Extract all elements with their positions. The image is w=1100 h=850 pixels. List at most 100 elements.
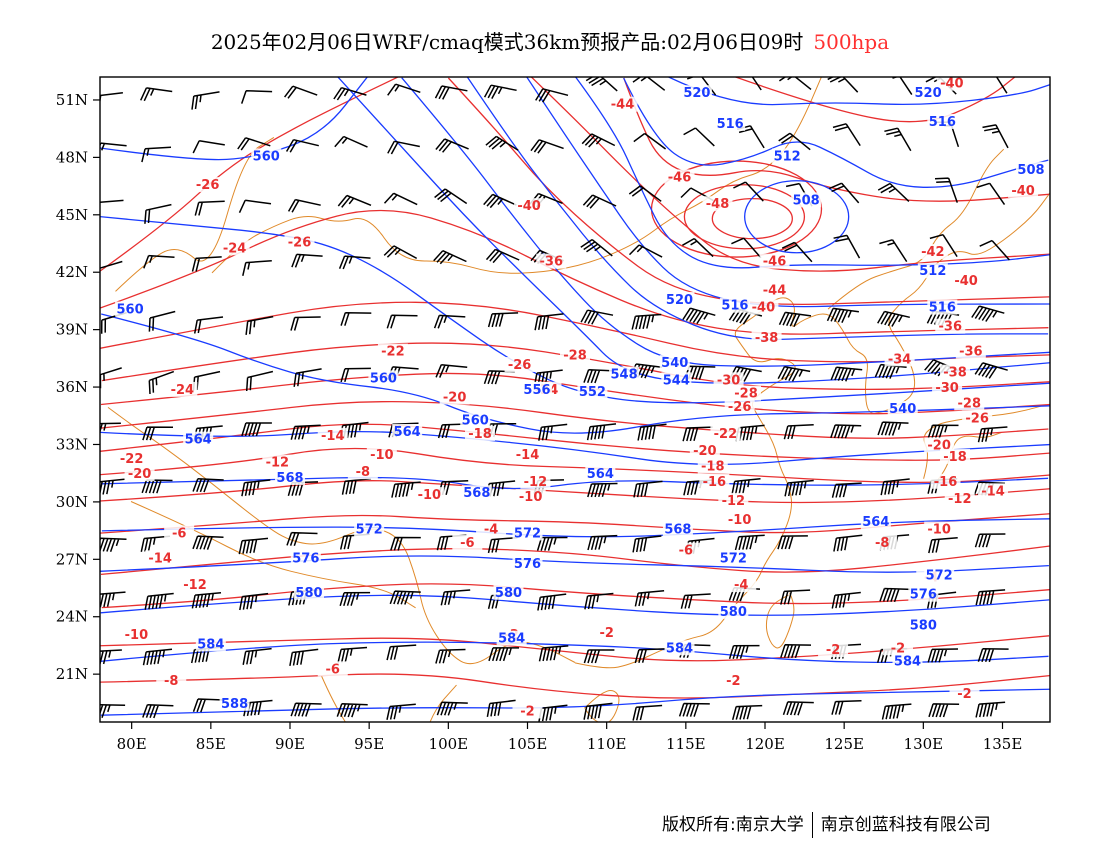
wind-barb (245, 315, 274, 335)
wind-barb-shaft (487, 536, 518, 554)
wind-barb (777, 365, 811, 382)
wind-barb-shaft (731, 237, 762, 259)
wind-barb (100, 537, 127, 552)
wind-barb-shaft (777, 365, 811, 382)
wind-barb-shaft (828, 182, 860, 204)
temperature-isotherm (733, 77, 1016, 123)
contour-label: -28 (563, 348, 587, 363)
contour-label-bg (924, 567, 955, 583)
contour-label: -20 (693, 444, 717, 459)
wind-barb (192, 477, 224, 493)
temperature-isotherm (100, 545, 1050, 576)
contour-label-bg (924, 521, 955, 537)
wind-barb-shaft (928, 703, 960, 718)
coastline (130, 501, 416, 609)
contour-label-bg (116, 450, 147, 466)
contour-label: -10 (418, 488, 442, 503)
wind-barb-shaft (833, 534, 863, 552)
wind-barb-shaft (433, 314, 466, 329)
contour-label: 568 (463, 486, 490, 501)
wind-barb-shaft (194, 200, 225, 216)
wind-barb (582, 194, 617, 209)
wind-barb (440, 589, 471, 606)
wind-barb-shaft (977, 426, 1008, 443)
contour-label: -34 (888, 352, 912, 367)
wind-barb-shaft (538, 423, 568, 441)
wind-barb (682, 426, 713, 442)
wind-barb-shaft (100, 367, 122, 389)
contour-label: -20 (443, 391, 467, 406)
wind-barb (435, 648, 466, 664)
wind-barb-shaft (140, 535, 171, 552)
height-contour (100, 688, 1050, 716)
wind-barb (734, 534, 765, 551)
wind-barb (433, 314, 466, 329)
wind-barb-shaft (337, 646, 368, 663)
wind-barb-shaft (340, 367, 371, 383)
contour-label-bg (512, 556, 543, 572)
contour-label: -18 (701, 459, 725, 474)
temperature-isotherm (447, 77, 1050, 305)
wind-barb (830, 424, 862, 439)
wind-barb (587, 534, 618, 551)
wind-barb (100, 142, 127, 151)
wind-barb-shaft (334, 135, 368, 148)
contour-label-bg (818, 642, 849, 658)
contour-label-bg (908, 586, 939, 602)
wind-barb-shaft (487, 312, 519, 328)
contour-label: 572 (720, 551, 747, 566)
wind-barb-shaft (435, 363, 468, 378)
wind-barb-shaft (927, 648, 959, 663)
wind-barb (435, 363, 468, 378)
contour-label: -2 (520, 704, 534, 719)
wind-barb (877, 182, 910, 202)
contour-label-bg (219, 695, 250, 711)
wind-barb (386, 644, 417, 661)
wind-barb-shaft (238, 537, 269, 555)
contour-label: 584 (197, 637, 224, 652)
wind-barb (334, 135, 368, 148)
contour-label-bg (294, 584, 324, 600)
contour-label: 588 (221, 697, 248, 712)
contour-label: -10 (927, 523, 951, 538)
axes: 80E 85E 90E 95E 100E 105E 110E 115E 120E 125E 130E… (56, 91, 1023, 753)
wind-barb (100, 649, 122, 665)
lon-tick-label: 80E (117, 735, 147, 753)
contour-label-bg (124, 466, 155, 482)
temperature-contours (100, 77, 1050, 699)
contour-label: -2 (826, 643, 840, 658)
height-contour (101, 518, 1050, 538)
contour-label-bg (917, 263, 948, 279)
wind-barb (974, 533, 1006, 548)
wind-barb (831, 699, 862, 715)
temperature-isotherm (100, 513, 1050, 534)
wind-barb-shaft (286, 531, 318, 546)
contour-label-bg (944, 490, 975, 506)
lon-tick-label: 115E (666, 735, 706, 753)
contour-label: -42 (921, 245, 945, 260)
contour-label: -8 (356, 465, 370, 480)
contour-label-bg (251, 148, 282, 164)
contour-label: 572 (514, 526, 541, 541)
height-contour (623, 77, 1049, 188)
wind-barb-shaft (587, 534, 618, 551)
wind-barb-shaft (386, 703, 416, 720)
wind-barb-shaft (148, 310, 176, 332)
contour-label: -12 (948, 492, 972, 507)
contour-label: 564 (587, 467, 614, 482)
wind-barb-shaft (241, 479, 271, 497)
wind-barb (826, 307, 859, 324)
wind-barb (926, 591, 957, 609)
wind-barb-shaft (435, 138, 469, 153)
wind-barb (192, 140, 225, 154)
wind-barb (751, 77, 762, 91)
wind-barb-shaft (637, 423, 667, 441)
contour-label-bg (892, 653, 923, 669)
wind-barb-shaft (631, 313, 662, 330)
contour-label-bg (515, 489, 546, 505)
wind-barb-shaft (289, 648, 319, 667)
contour-label-bg (180, 577, 210, 593)
wind-barb-shaft (148, 370, 175, 395)
wind-barb-shaft (583, 649, 615, 664)
contour-label-bg (145, 550, 176, 566)
